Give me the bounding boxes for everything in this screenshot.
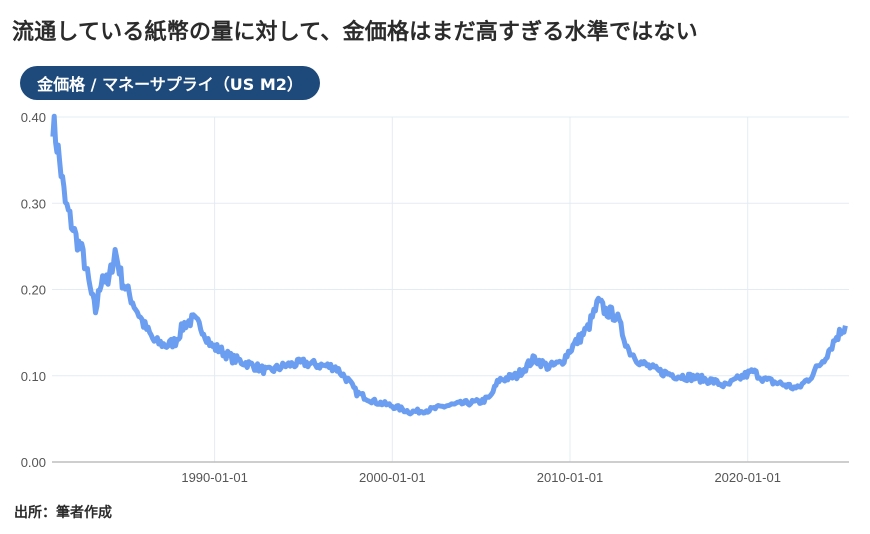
x-axis-ticks: 1990-01-01 2000-01-01 2010-01-01 2020-01-01 [181, 470, 781, 485]
x-tick-label: 2000-01-01 [359, 470, 426, 485]
chart-title: 流通している紙幣の量に対して、金価格はまだ高すぎる水準ではない [12, 20, 698, 45]
y-tick-label: 0.30 [21, 196, 46, 211]
source-note: 出所：筆者作成 [14, 505, 112, 521]
x-tick-label: 2010-01-01 [537, 470, 604, 485]
y-tick-label: 0.20 [21, 283, 46, 298]
y-axis-ticks: 0.00 0.10 0.20 0.30 0.40 [21, 110, 46, 470]
y-tick-label: 0.00 [21, 455, 46, 470]
y-tick-label: 0.40 [21, 110, 46, 125]
series-badge: 金価格 / マネーサプライ（US M2） [20, 66, 320, 100]
y-tick-label: 0.10 [21, 369, 46, 384]
x-tick-label: 2020-01-01 [714, 470, 781, 485]
gridlines [52, 116, 849, 462]
series-line [50, 113, 848, 417]
x-tick-label: 1990-01-01 [181, 470, 248, 485]
